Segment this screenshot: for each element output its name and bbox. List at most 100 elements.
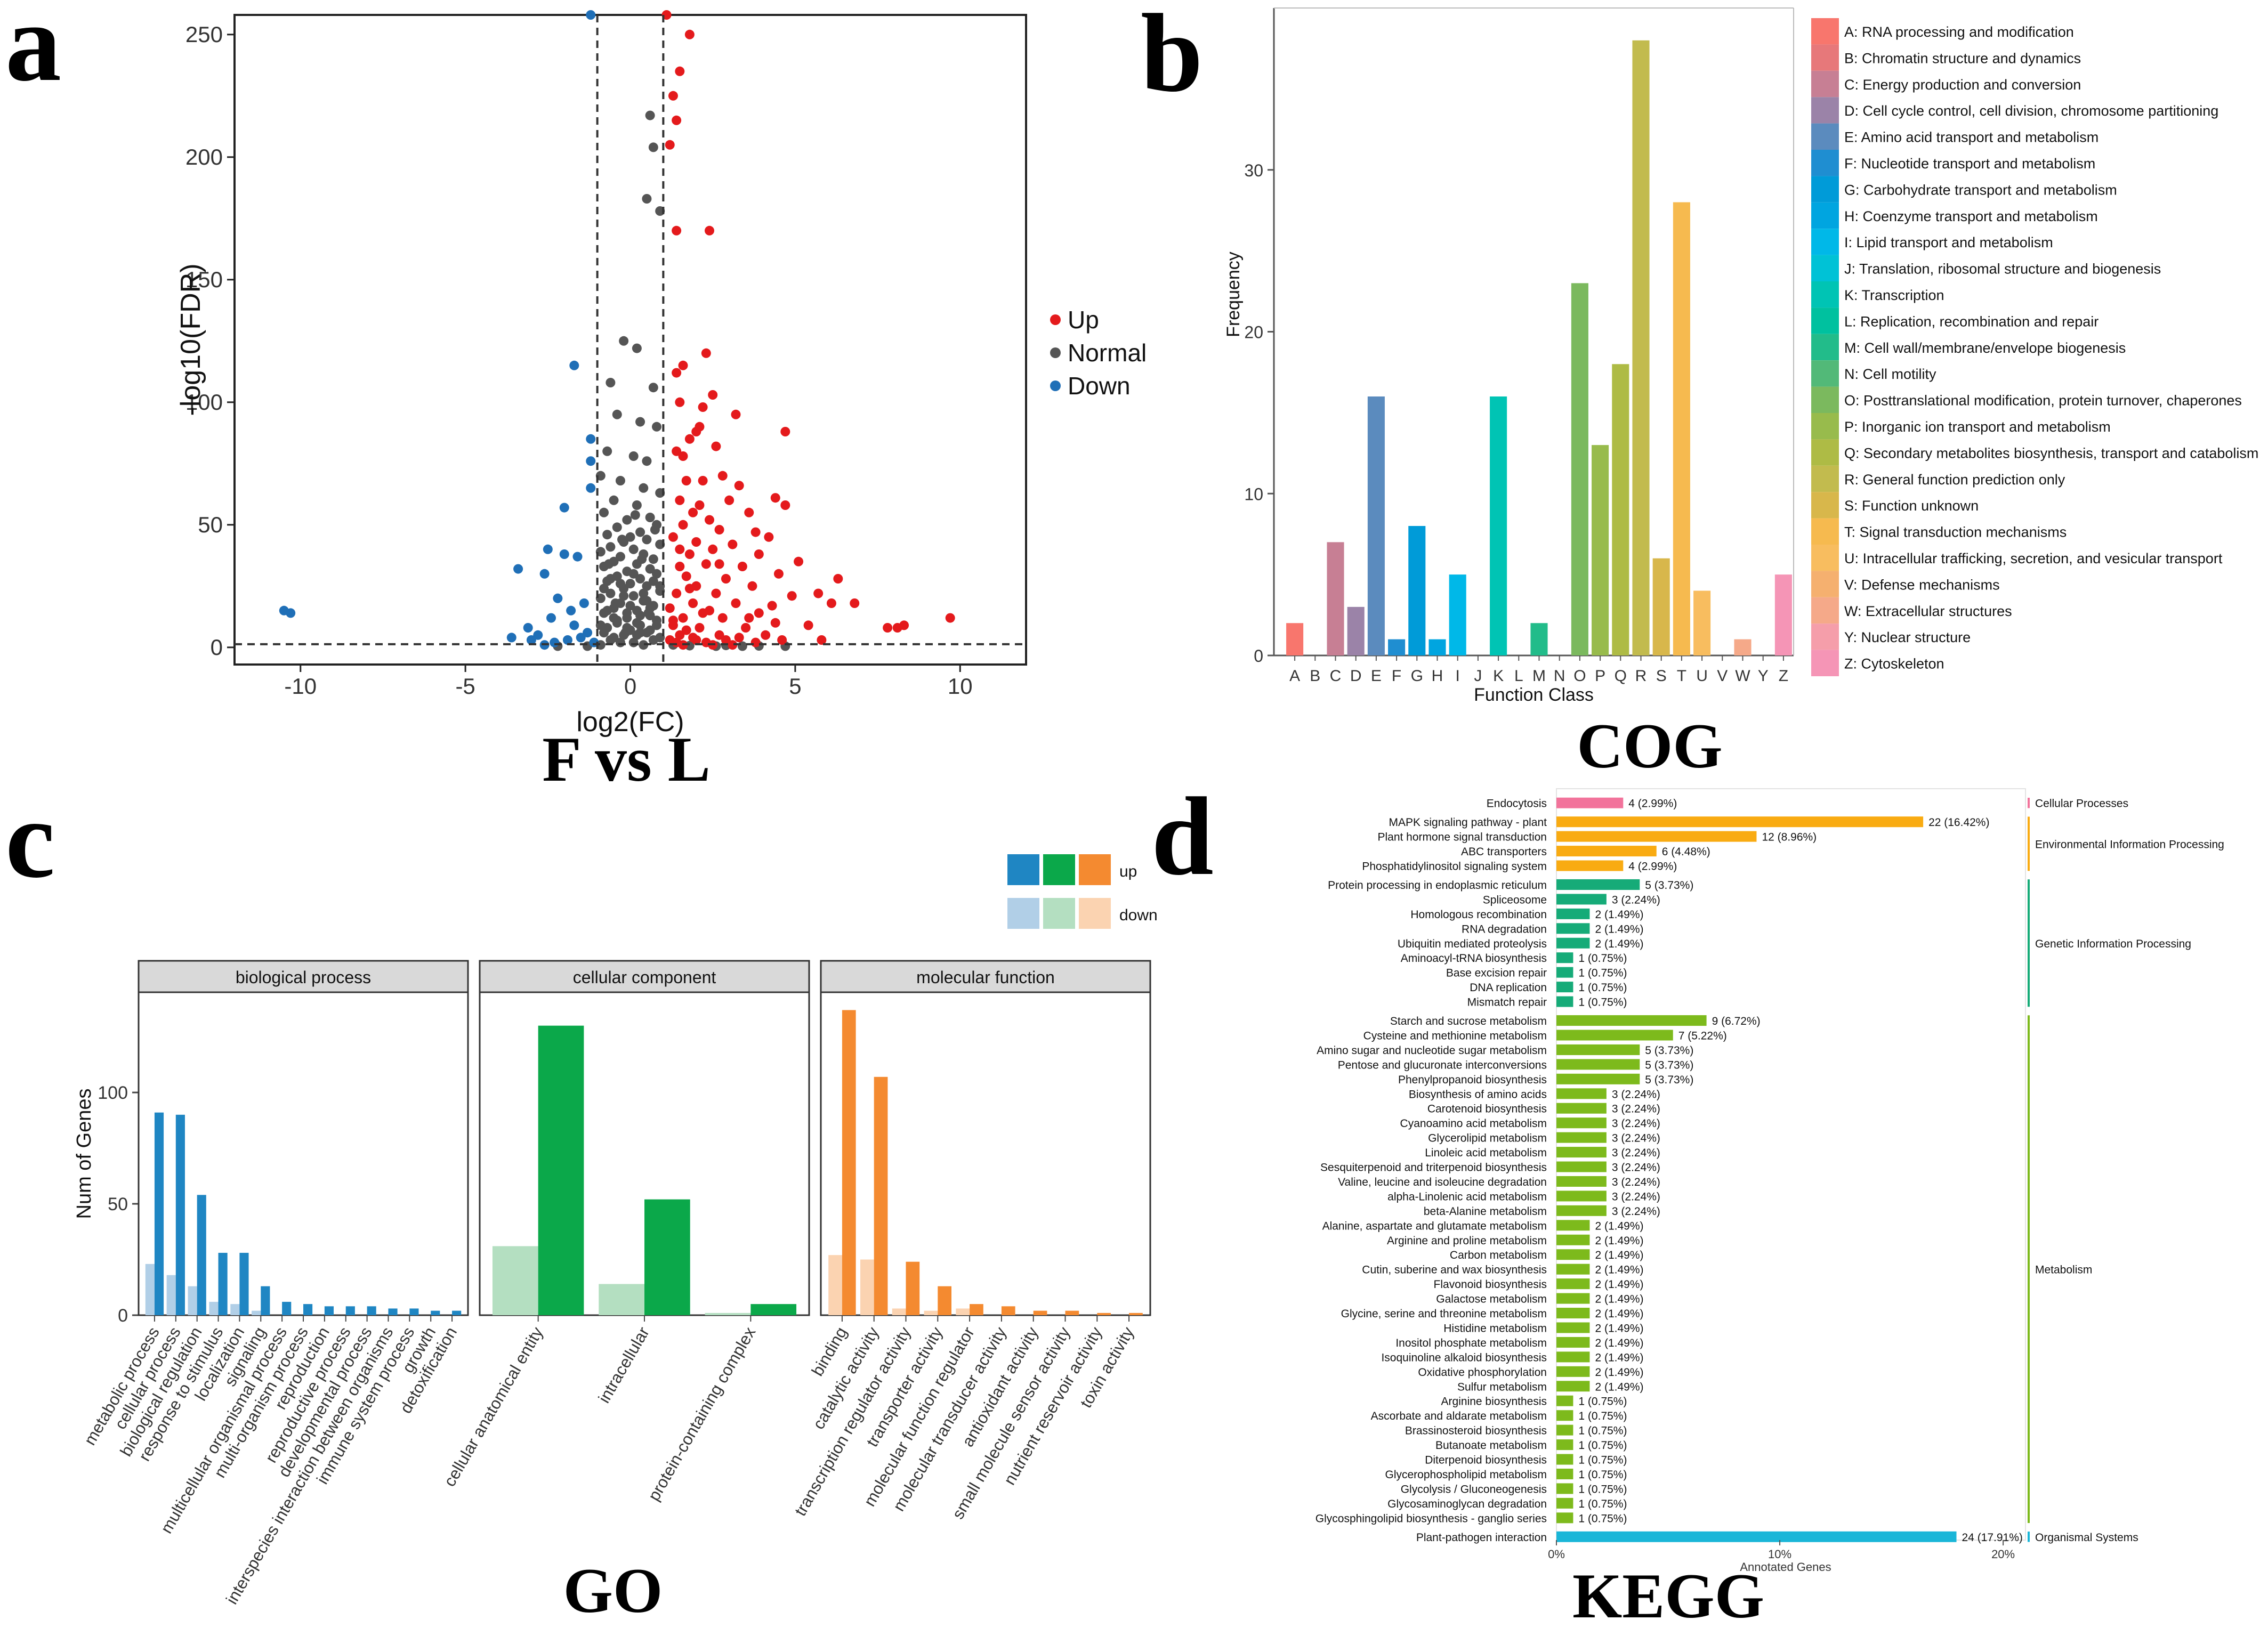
point-up: [711, 588, 721, 598]
bar: [1556, 1531, 1957, 1542]
bar-value-label: 5 (3.73%): [1645, 1044, 1693, 1057]
bar: [1556, 1381, 1590, 1392]
legend-label-N: N: Cell motility: [1844, 366, 1936, 382]
x-axis-title: Function Class: [1474, 685, 1594, 705]
x-tick-label: 0%: [1548, 1548, 1565, 1561]
point-up: [701, 559, 711, 569]
bar: [1556, 1454, 1573, 1465]
point-normal: [648, 554, 658, 564]
bar-up: [1097, 1313, 1111, 1315]
bar-up: [175, 1114, 185, 1315]
bar-up: [938, 1286, 952, 1315]
x-tick-label: E: [1371, 667, 1382, 685]
point-normal: [632, 343, 642, 353]
legend-swatch-A: [1811, 18, 1839, 45]
bar: [1556, 1147, 1607, 1158]
point-up: [678, 613, 688, 623]
point-normal: [602, 446, 612, 456]
point-up: [724, 495, 735, 505]
bar-P: [1592, 445, 1609, 655]
point-down: [513, 564, 523, 574]
legend-label-A: A: RNA processing and modification: [1844, 24, 2074, 40]
bar-value-label: 1 (0.75%): [1578, 1410, 1627, 1422]
point-normal: [642, 456, 652, 466]
legend-swatch-V: [1811, 571, 1839, 597]
y-tick-label: Glycine, serine and threonine metabolism: [1341, 1308, 1547, 1320]
volcano-plot: -10 -5 0 5 10050100150200250log2(FC)-log10(F…: [175, 10, 1147, 738]
bar: [1556, 1103, 1607, 1114]
point-normal: [606, 378, 616, 387]
point-normal: [606, 574, 616, 584]
point-normal: [639, 483, 649, 493]
point-up: [681, 625, 691, 635]
x-tick-label: J: [1474, 667, 1482, 685]
y-tick-label: Diterpenoid biosynthesis: [1425, 1454, 1547, 1467]
bar: [1556, 952, 1573, 963]
y-tick-label: ABC transporters: [1461, 846, 1547, 858]
legend-label-T: T: Signal transduction mechanisms: [1844, 524, 2067, 540]
point-normal: [635, 611, 645, 620]
x-tick-label: D: [1350, 667, 1362, 685]
point-normal: [635, 527, 645, 537]
bar-value-label: 3 (2.24%): [1612, 1088, 1660, 1100]
point-normal: [599, 628, 609, 638]
bar: [1556, 894, 1607, 905]
point-up: [672, 115, 682, 125]
bar-C: [1327, 542, 1344, 655]
bar: [1556, 1366, 1590, 1377]
legend-dot-down: [1050, 380, 1061, 391]
point-up: [744, 507, 754, 517]
bar-value-label: 3 (2.24%): [1612, 1103, 1660, 1115]
legend-label-E: E: Amino acid transport and metabolism: [1844, 129, 2098, 145]
point-up: [945, 613, 955, 623]
point-normal: [625, 532, 635, 542]
bar-down: [860, 1259, 874, 1315]
bar: [1556, 967, 1573, 978]
bar: [1556, 1497, 1573, 1509]
legend-dot-up: [1050, 314, 1061, 325]
bar-value-label: 2 (1.49%): [1595, 909, 1643, 921]
x-tick-label: 0: [624, 674, 636, 699]
point-up: [711, 441, 721, 451]
point-down: [553, 593, 563, 603]
facet-title: cellular component: [573, 968, 716, 987]
point-up: [695, 500, 705, 510]
bar-value-label: 2 (1.49%): [1595, 1366, 1643, 1379]
point-normal: [622, 515, 632, 525]
point-up: [813, 588, 824, 598]
point-down: [559, 549, 569, 559]
point-normal: [637, 554, 647, 564]
point-up: [741, 623, 751, 633]
bar-down: [145, 1263, 155, 1315]
point-down: [583, 628, 593, 638]
panel-letter-d: d: [1151, 775, 1214, 898]
bar-down: [252, 1310, 261, 1315]
point-up: [714, 630, 724, 640]
point-normal: [604, 559, 614, 569]
legend-label-F: F: Nucleotide transport and metabolism: [1844, 156, 2095, 172]
y-tick-label: 200: [185, 144, 223, 169]
legend-swatch-D: [1811, 97, 1839, 124]
point-normal: [648, 142, 658, 152]
bar: [1556, 1117, 1607, 1129]
point-up: [675, 495, 685, 505]
point-up: [721, 635, 731, 645]
y-tick-label: 100: [185, 390, 223, 415]
bar-value-label: 4 (2.99%): [1628, 861, 1677, 873]
plot-frame: [233, 14, 1027, 666]
group-label: Genetic Information Processing: [2035, 938, 2191, 950]
point-down: [586, 483, 596, 493]
legend-swatch-I: [1811, 229, 1839, 255]
bar-value-label: 1 (0.75%): [1578, 1483, 1627, 1495]
y-tick-label: Starch and sucrose metabolism: [1390, 1015, 1547, 1027]
point-up: [675, 66, 685, 76]
bar-W: [1734, 639, 1752, 655]
y-tick-label: Isoquinoline alkaloid biosynthesis: [1381, 1351, 1547, 1364]
bar-value-label: 2 (1.49%): [1595, 1351, 1643, 1364]
bar-up: [218, 1252, 228, 1315]
y-tick-label: Arginine biosynthesis: [1441, 1396, 1547, 1408]
bar-value-label: 5 (3.73%): [1645, 1074, 1693, 1086]
panel-letter-c: c: [5, 777, 55, 901]
point-normal: [628, 544, 639, 554]
bar-up: [1129, 1313, 1143, 1315]
